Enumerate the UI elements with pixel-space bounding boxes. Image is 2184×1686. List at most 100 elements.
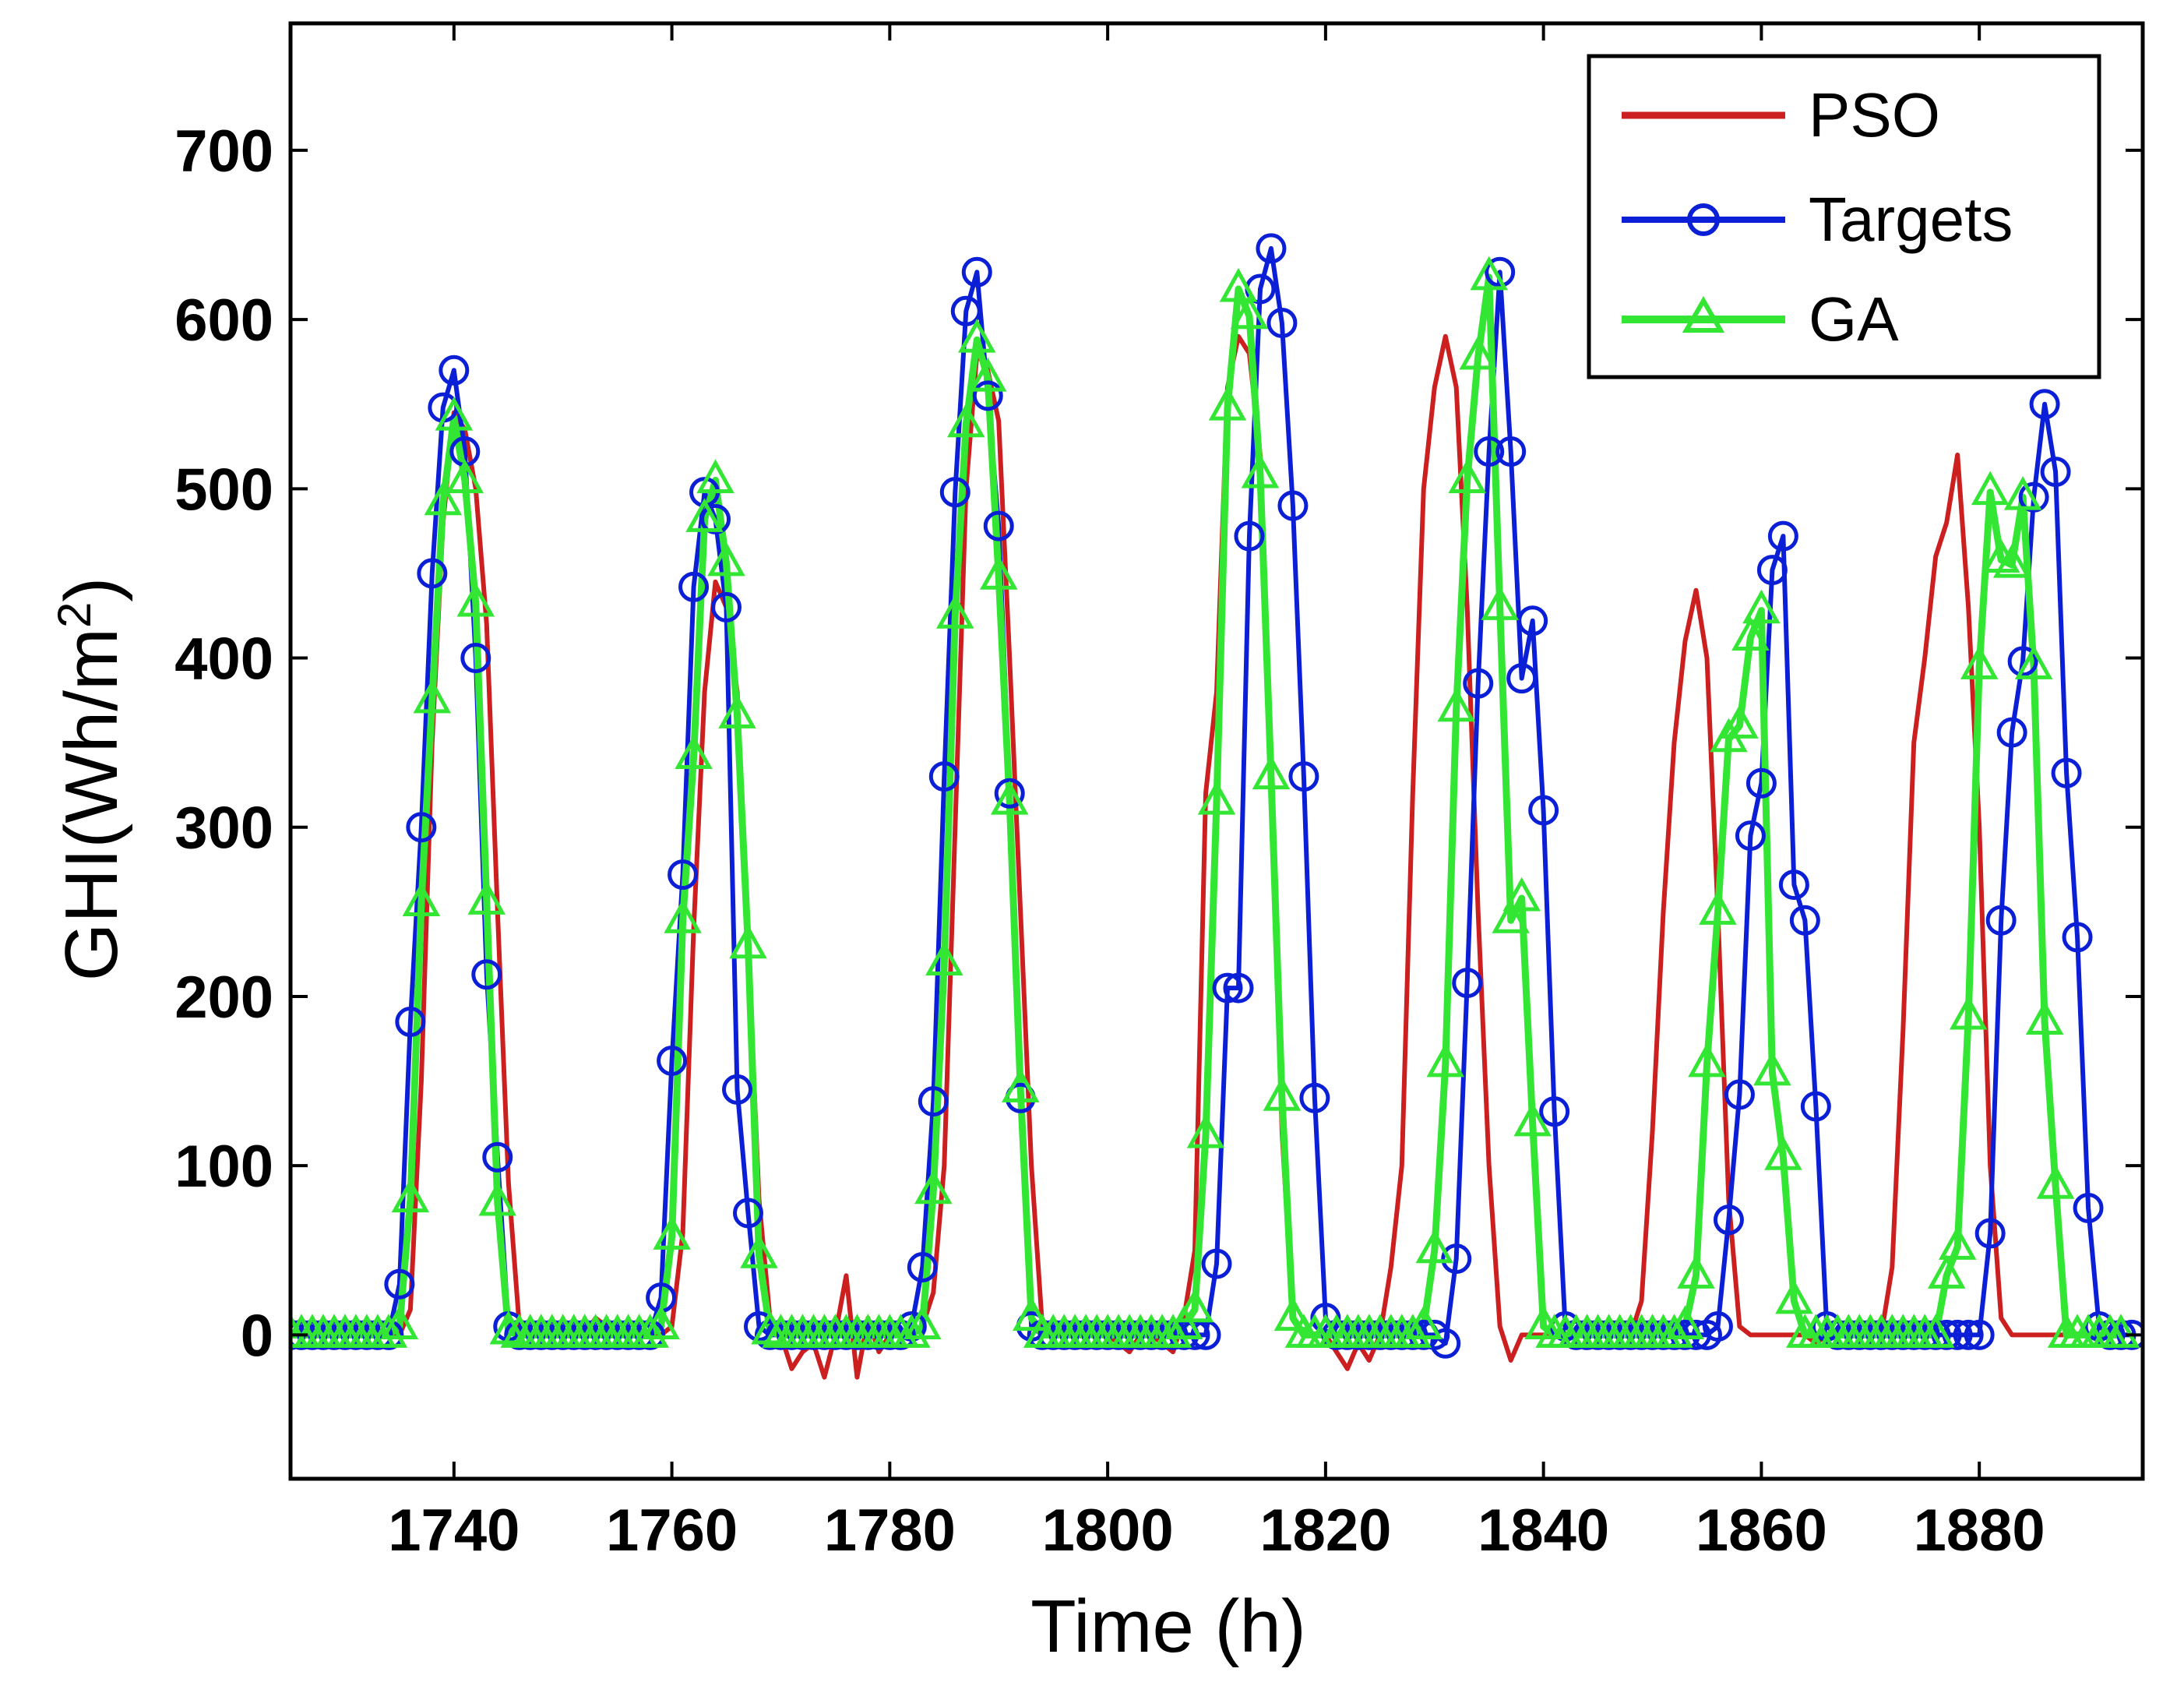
- data-point-ga: [1197, 781, 1236, 815]
- data-point-targets: [460, 643, 491, 674]
- data-point-targets: [1964, 1319, 1995, 1350]
- legend: PSO Targets GA: [1587, 54, 2101, 379]
- data-point-targets: [1724, 1079, 1755, 1110]
- data-point-ga: [1437, 687, 1475, 722]
- data-point-targets: [1277, 490, 1309, 521]
- data-point-ga: [1448, 459, 1486, 493]
- data-point-ga: [1208, 386, 1247, 421]
- y-axis-title-suffix: ): [50, 577, 133, 602]
- data-point-targets: [395, 1007, 426, 1038]
- data-point-ga: [424, 481, 463, 516]
- data-point-ga: [1513, 1102, 1552, 1137]
- data-point-targets: [722, 1074, 753, 1105]
- data-point-ga: [1688, 1042, 1726, 1078]
- data-point-targets: [1800, 1091, 1831, 1122]
- data-point-targets: [471, 959, 502, 990]
- plot-area-frame: [288, 21, 2145, 1481]
- data-point-ga: [685, 498, 724, 532]
- y-tick-label: 100: [174, 1134, 273, 1200]
- data-point-targets: [1299, 1082, 1330, 1113]
- data-point-targets: [907, 1251, 938, 1282]
- data-point-ga: [1916, 1314, 1955, 1348]
- data-point-targets: [2018, 481, 2049, 513]
- data-point-targets: [961, 256, 992, 287]
- data-point-targets: [928, 761, 960, 792]
- data-point-ga: [1775, 1279, 1813, 1314]
- data-point-ga: [291, 1314, 310, 1348]
- x-axis-title: Time (h): [1030, 1585, 1306, 1668]
- data-point-targets: [1528, 795, 1559, 826]
- data-point-ga: [391, 1178, 430, 1213]
- y-tick-label: 200: [174, 965, 273, 1031]
- x-tick-label: 1760: [606, 1497, 738, 1564]
- data-point-ga: [653, 1215, 691, 1250]
- data-point-targets: [1474, 436, 1505, 467]
- data-point-ga: [1699, 891, 1737, 925]
- data-point-targets: [1495, 436, 1527, 467]
- data-point-targets: [2007, 646, 2038, 677]
- data-point-targets: [678, 571, 710, 602]
- x-tick-label: 1820: [1259, 1497, 1391, 1564]
- data-point-targets: [1256, 233, 1287, 264]
- data-point-ga: [969, 357, 1007, 392]
- data-point-ga: [1677, 1254, 1715, 1289]
- data-point-targets: [733, 1197, 764, 1229]
- x-tick-label: 1780: [824, 1497, 956, 1564]
- data-point-ga: [1949, 995, 1988, 1030]
- data-point-ga: [729, 924, 767, 959]
- data-point-ga: [1001, 1068, 1040, 1102]
- legend-marker-targets: [1687, 203, 1720, 236]
- data-point-targets: [1517, 605, 1548, 637]
- data-point-ga: [1241, 453, 1280, 489]
- data-point-ga: [958, 319, 996, 353]
- data-point-ga: [2036, 1165, 2075, 1199]
- data-point-ga: [1971, 471, 2010, 506]
- data-point-ga: [413, 679, 452, 714]
- data-point-ga: [2014, 645, 2053, 679]
- data-point-targets: [1288, 761, 1319, 792]
- data-point-ga: [1459, 335, 1497, 370]
- data-point-ga: [979, 556, 1018, 590]
- x-tick-label: 1800: [1042, 1497, 1174, 1564]
- y-axis-title: GHI(Wh/m2): [48, 577, 133, 982]
- y-tick-label: 300: [174, 795, 273, 862]
- data-point-targets: [1430, 1328, 1461, 1359]
- series-layer: [291, 233, 2143, 1380]
- data-point-ga: [1263, 1077, 1302, 1111]
- data-point-targets: [1234, 520, 1265, 552]
- data-point-targets: [1996, 717, 2027, 748]
- data-point-targets: [1223, 972, 1254, 1003]
- data-point-ga: [1721, 704, 1759, 739]
- data-point-ga: [631, 1314, 669, 1348]
- data-point-targets: [1441, 1243, 1472, 1275]
- x-tick-label: 1840: [1478, 1497, 1609, 1564]
- data-point-ga: [740, 1234, 778, 1268]
- data-point-ga: [1426, 1042, 1464, 1078]
- data-point-ga: [2101, 1314, 2140, 1348]
- data-point-ga: [1404, 1305, 1443, 1340]
- y-tick-label: 400: [174, 626, 273, 693]
- data-point-targets: [1212, 972, 1243, 1003]
- data-point-targets: [700, 503, 731, 534]
- data-point-targets: [482, 1141, 513, 1173]
- data-point-targets: [439, 354, 470, 386]
- data-point-targets: [711, 591, 742, 623]
- data-point-ga: [456, 582, 495, 617]
- y-tick-label: 700: [174, 118, 273, 185]
- data-point-targets: [1452, 968, 1483, 999]
- data-point-targets: [384, 1268, 415, 1300]
- y-axis-title-main: GHI(Wh/m: [50, 628, 133, 981]
- data-point-ga: [751, 1310, 789, 1345]
- data-point-ga: [435, 396, 474, 431]
- data-point-ga: [1753, 1051, 1791, 1086]
- data-point-ga: [2003, 476, 2042, 510]
- data-point-targets: [2073, 1192, 2104, 1223]
- data-point-ga: [2025, 1000, 2064, 1035]
- data-point-ga: [1252, 755, 1291, 790]
- data-point-ga: [893, 1314, 931, 1348]
- data-point-ga: [369, 1314, 408, 1348]
- data-point-targets: [994, 778, 1025, 809]
- data-point-ga: [990, 781, 1029, 815]
- y-tick-label: 600: [174, 287, 273, 354]
